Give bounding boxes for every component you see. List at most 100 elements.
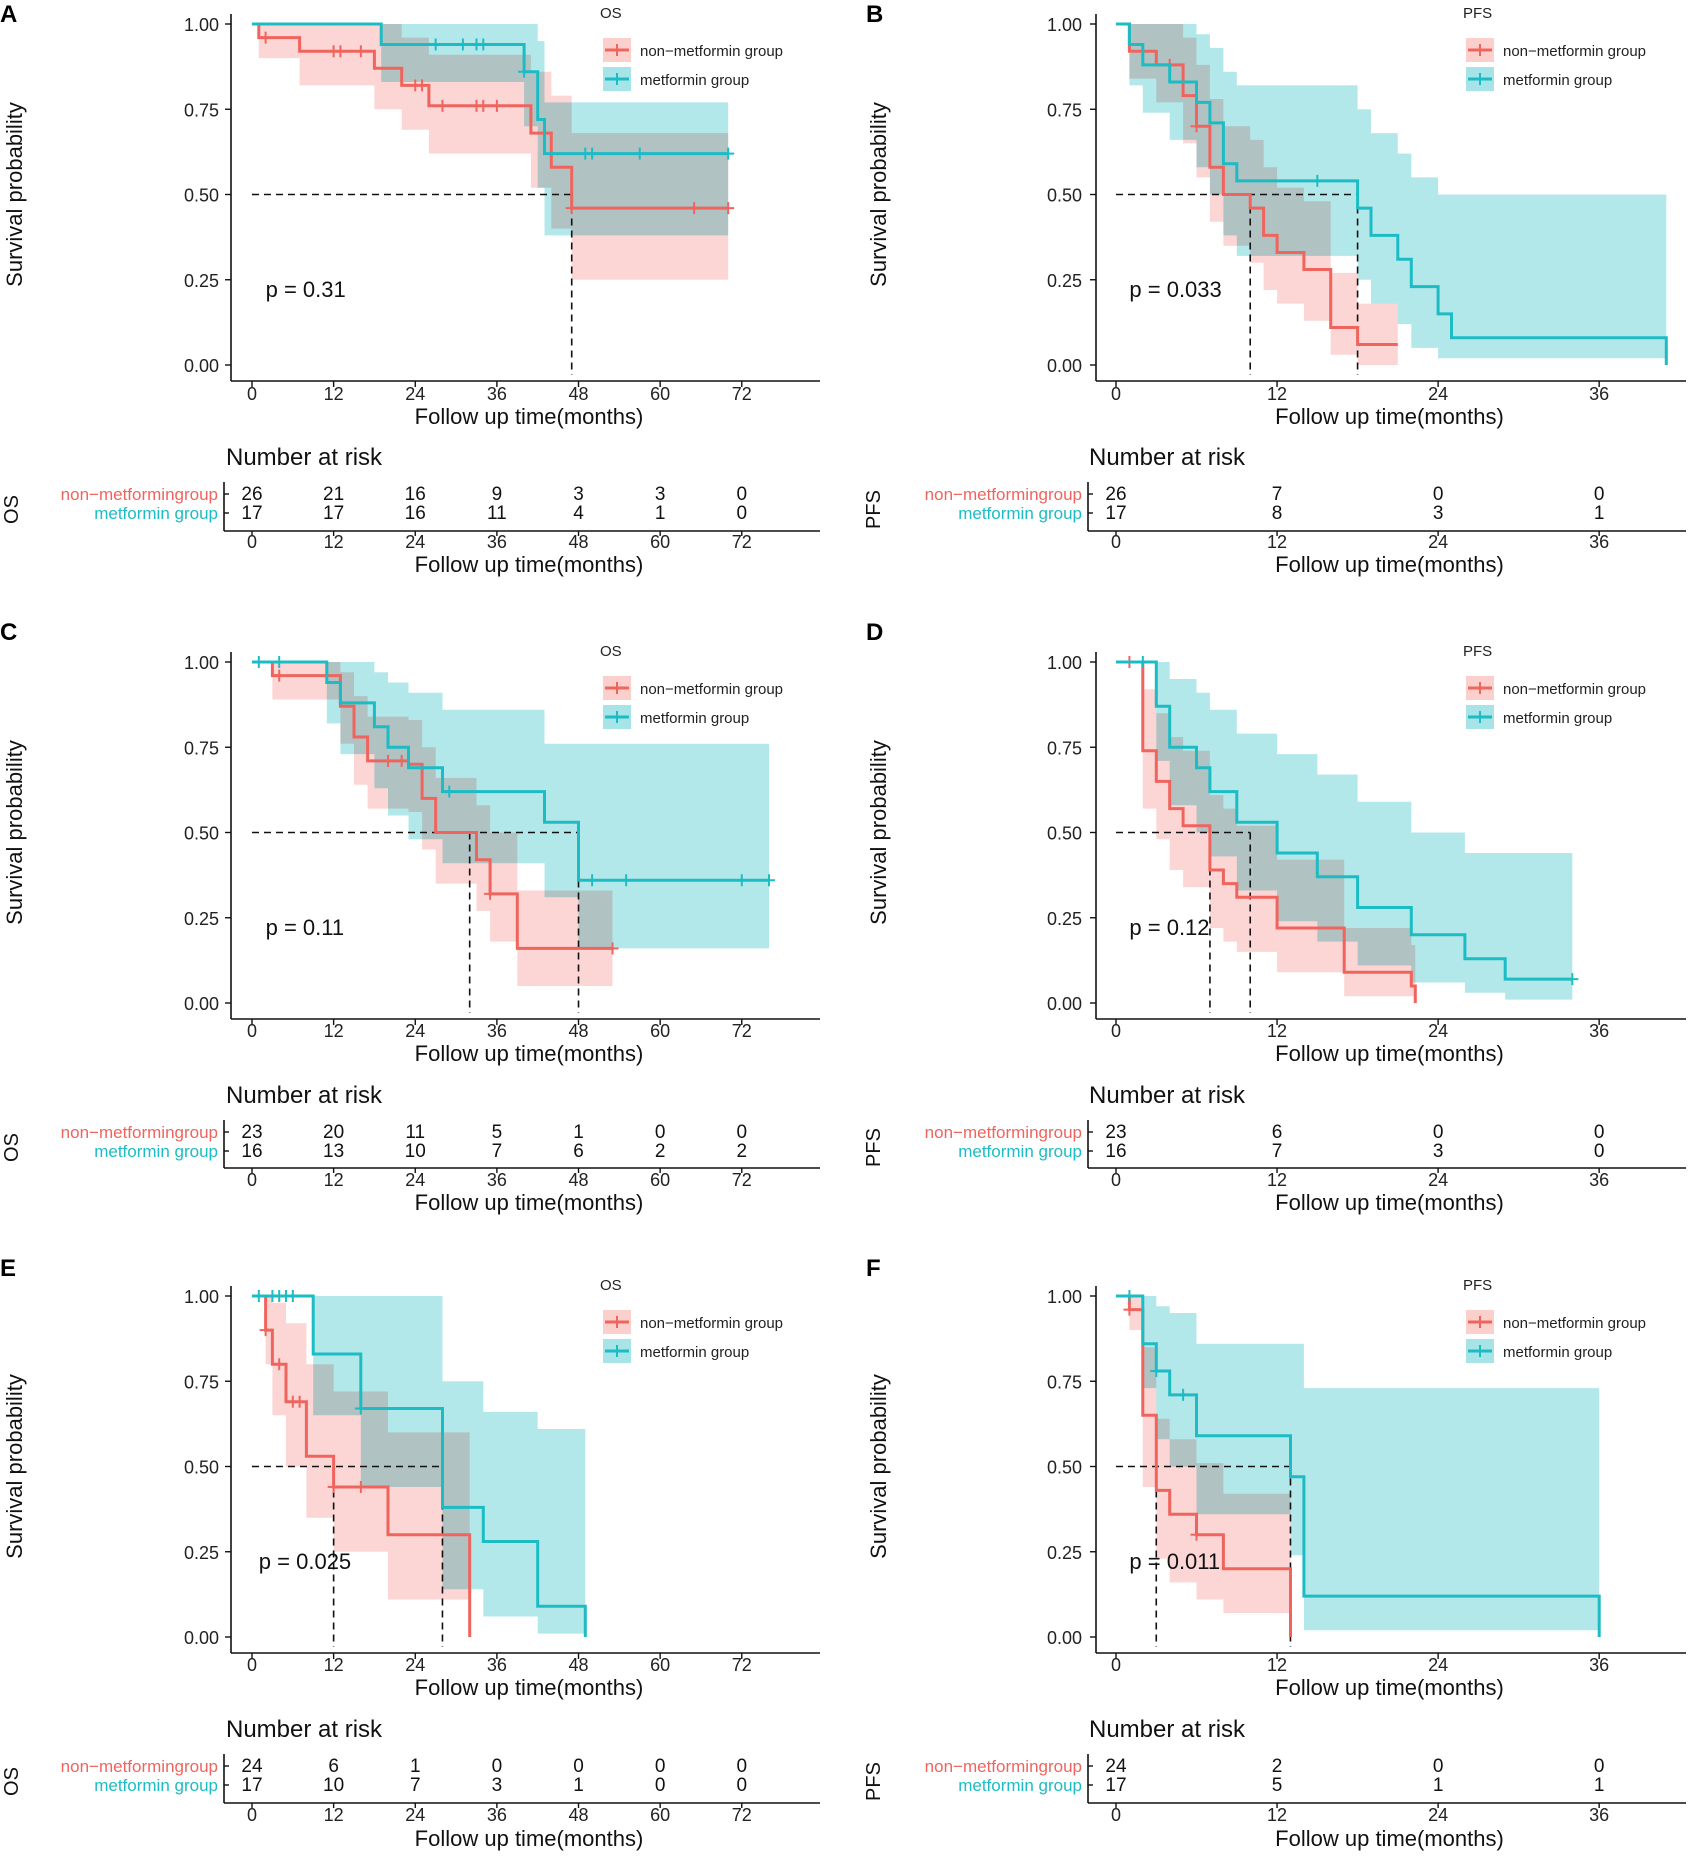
risk-count: 9 bbox=[492, 484, 503, 505]
panel-label-F: F bbox=[866, 1255, 881, 1282]
x-tick-label: 24 bbox=[405, 1021, 425, 1041]
risk-count: 1 bbox=[655, 503, 666, 524]
risk-x-tick-label: 0 bbox=[1111, 1805, 1121, 1825]
x-tick-label: 72 bbox=[732, 1655, 752, 1675]
x-axis-title: Follow up time(months) bbox=[1275, 1041, 1504, 1066]
risk-count: 6 bbox=[1272, 1122, 1283, 1143]
risk-count: 7 bbox=[492, 1141, 503, 1162]
x-tick-label: 36 bbox=[487, 1655, 507, 1675]
risk-row-label-metformin: metformin group bbox=[958, 1142, 1082, 1161]
legend-label-metformin: metformin group bbox=[1503, 710, 1612, 727]
x-tick-label: 0 bbox=[247, 384, 257, 404]
risk-x-axis-title: Follow up time(months) bbox=[415, 1190, 644, 1215]
risk-count: 0 bbox=[736, 1122, 747, 1143]
risk-table-title: Number at risk bbox=[1089, 1082, 1246, 1109]
legend-label-metformin: metformin group bbox=[640, 710, 749, 727]
risk-row-label-non-metformin: non−metformingroup bbox=[925, 1123, 1082, 1142]
risk-count: 17 bbox=[323, 503, 344, 524]
risk-count: 7 bbox=[410, 1775, 421, 1796]
risk-count: 7 bbox=[1272, 484, 1283, 505]
risk-row-label-metformin: metformin group bbox=[958, 1776, 1082, 1795]
risk-x-tick-label: 36 bbox=[487, 1805, 507, 1825]
risk-count: 13 bbox=[323, 1141, 344, 1162]
risk-count: 20 bbox=[323, 1122, 344, 1143]
legend-title: OS bbox=[600, 5, 622, 22]
legend-label-non-metformin: non−metformin group bbox=[640, 681, 783, 698]
risk-count: 0 bbox=[1594, 1122, 1605, 1143]
risk-row-label-metformin: metformin group bbox=[958, 504, 1082, 523]
risk-table-strata-label: PFS bbox=[863, 1128, 885, 1167]
panel-A: A Survival probability 0.00 0.25 0.50 0.75 1.0… bbox=[0, 1, 820, 577]
legend-label-non-metformin: non−metformin group bbox=[640, 1315, 783, 1332]
x-tick-label: 24 bbox=[1428, 384, 1448, 404]
y-tick-label: 0.00 bbox=[184, 356, 219, 376]
legend-label-metformin: metformin group bbox=[640, 1344, 749, 1361]
risk-count: 0 bbox=[1433, 484, 1444, 505]
risk-table-strata-label: OS bbox=[1, 1767, 23, 1796]
p-value-label: p = 0.011 bbox=[1129, 1549, 1220, 1574]
risk-x-axis-title: Follow up time(months) bbox=[415, 1826, 644, 1851]
x-axis-title: Follow up time(months) bbox=[415, 1675, 644, 1700]
risk-count: 17 bbox=[1105, 503, 1126, 524]
risk-x-tick-label: 36 bbox=[487, 532, 507, 552]
y-tick-label: 0.50 bbox=[1047, 186, 1082, 206]
risk-count: 23 bbox=[241, 1122, 262, 1143]
y-tick-label: 0.75 bbox=[184, 1372, 219, 1392]
x-tick-label: 36 bbox=[1589, 1021, 1609, 1041]
legend-label-non-metformin: non−metformin group bbox=[1503, 681, 1646, 698]
x-tick-label: 12 bbox=[324, 384, 344, 404]
risk-row-label-non-metformin: non−metformingroup bbox=[61, 485, 218, 504]
risk-x-tick-label: 12 bbox=[1267, 532, 1287, 552]
risk-x-axis-title: Follow up time(months) bbox=[415, 552, 644, 577]
y-tick-label: 0.75 bbox=[184, 100, 219, 120]
survival-curve-metformin bbox=[252, 22, 729, 156]
x-tick-label: 0 bbox=[1111, 1021, 1121, 1041]
ci-band-metformin bbox=[252, 662, 769, 949]
legend-label-metformin: metformin group bbox=[1503, 72, 1612, 89]
panel-D: D Survival probability 0.00 0.25 0.50 0.75 1.0… bbox=[863, 619, 1686, 1215]
y-tick-label: 0.00 bbox=[1047, 356, 1082, 376]
p-value-label: p = 0.11 bbox=[266, 915, 345, 940]
x-axis-title: Follow up time(months) bbox=[415, 1041, 644, 1066]
risk-x-tick-label: 72 bbox=[732, 532, 752, 552]
risk-count: 0 bbox=[573, 1756, 584, 1777]
legend-title: OS bbox=[600, 643, 622, 660]
risk-x-tick-label: 60 bbox=[650, 1805, 670, 1825]
y-axis-title: Survival probability bbox=[866, 102, 891, 287]
survival-curve-metformin bbox=[1116, 22, 1668, 365]
risk-table-strata-label: PFS bbox=[863, 490, 885, 529]
risk-count: 16 bbox=[241, 1141, 262, 1162]
y-tick-label: 0.25 bbox=[1047, 271, 1082, 291]
x-tick-label: 60 bbox=[650, 1655, 670, 1675]
risk-x-tick-label: 12 bbox=[324, 1170, 344, 1190]
risk-table-title: Number at risk bbox=[1089, 444, 1246, 471]
y-tick-label: 0.75 bbox=[184, 738, 219, 758]
panel-label-B: B bbox=[866, 1, 883, 28]
risk-count: 0 bbox=[1433, 1122, 1444, 1143]
risk-x-tick-label: 36 bbox=[1589, 1170, 1609, 1190]
y-tick-label: 1.00 bbox=[184, 1287, 219, 1307]
x-tick-label: 0 bbox=[247, 1655, 257, 1675]
risk-row-label-metformin: metformin group bbox=[94, 504, 218, 523]
risk-x-tick-label: 24 bbox=[1428, 1170, 1448, 1190]
x-tick-label: 0 bbox=[1111, 384, 1121, 404]
risk-count: 16 bbox=[1105, 1141, 1126, 1162]
risk-table-strata-label: PFS bbox=[863, 1762, 885, 1801]
x-tick-label: 24 bbox=[1428, 1021, 1448, 1041]
x-tick-label: 72 bbox=[732, 1021, 752, 1041]
risk-count: 17 bbox=[241, 1775, 262, 1796]
x-tick-label: 12 bbox=[324, 1655, 344, 1675]
y-tick-label: 1.00 bbox=[1047, 1287, 1082, 1307]
risk-x-tick-label: 12 bbox=[324, 532, 344, 552]
y-tick-label: 0.25 bbox=[1047, 909, 1082, 929]
risk-row-label-metformin: metformin group bbox=[94, 1142, 218, 1161]
y-tick-label: 0.00 bbox=[184, 994, 219, 1014]
risk-count: 3 bbox=[655, 484, 666, 505]
y-tick-label: 0.25 bbox=[1047, 1543, 1082, 1563]
risk-x-axis-title: Follow up time(months) bbox=[1275, 1190, 1504, 1215]
x-tick-label: 12 bbox=[1267, 384, 1287, 404]
risk-count: 10 bbox=[405, 1141, 426, 1162]
risk-x-tick-label: 12 bbox=[1267, 1170, 1287, 1190]
x-axis-title: Follow up time(months) bbox=[1275, 404, 1504, 429]
